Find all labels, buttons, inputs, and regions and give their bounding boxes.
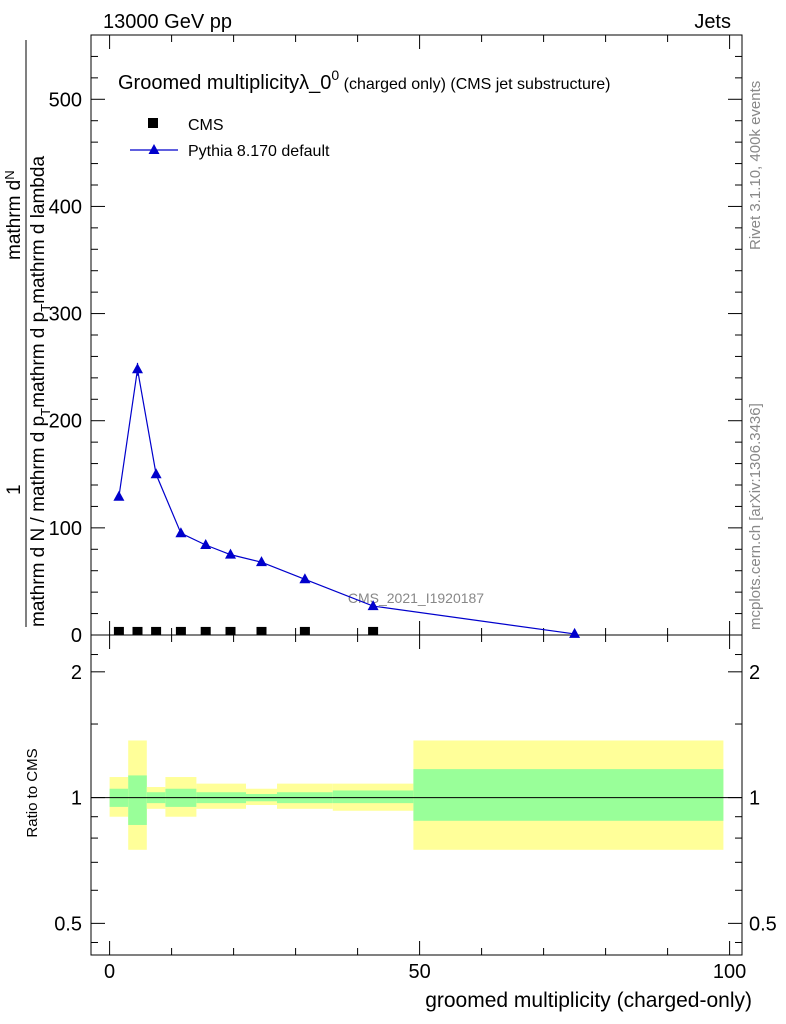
x-axis-label: groomed multiplicity (charged-only)	[425, 989, 752, 1012]
cms-point	[175, 626, 186, 635]
pythia-point	[569, 627, 581, 638]
ratio-tick-label-left: 1	[71, 788, 82, 810]
y-label-frac-top-2: N	[2, 170, 17, 179]
plot-title: Groomed multiplicityλ_00 (charged only) …	[118, 67, 610, 94]
y-tick-label: 500	[49, 89, 82, 111]
y-tick-label: 200	[49, 411, 82, 433]
y-tick-label: 400	[49, 196, 82, 218]
y-label-den-1: mathrm d N / mathrm d p	[28, 416, 49, 627]
legend-pythia-label: Pythia 8.170 default	[188, 143, 330, 160]
pythia-point	[367, 600, 379, 611]
cms-point	[299, 626, 310, 635]
ratio-tick-label-right: 0.5	[749, 913, 777, 935]
y-label-frac-top-1: mathrm d	[4, 180, 25, 260]
pythia-point	[132, 363, 143, 374]
x-tick-label: 50	[408, 961, 430, 983]
y-axis-label: 1 mathrm dN mathrm d N / mathrm d pTmath…	[2, 40, 53, 627]
legend-pythia-marker	[148, 144, 160, 154]
cms-point	[368, 626, 379, 635]
ratio-tick-label-right: 2	[749, 662, 760, 684]
y-tick-label: 300	[49, 304, 82, 326]
pythia-point	[299, 573, 311, 584]
y-tick-label: 0	[71, 625, 82, 647]
cms-point	[200, 626, 211, 635]
cms-point	[132, 626, 143, 635]
cms-point	[256, 626, 267, 635]
rivet-label: Rivet 3.1.10, 400k events	[747, 81, 764, 250]
plot-title-main: Groomed multiplicityλ_0	[118, 72, 331, 94]
plot-title-suffix: (charged only) (CMS jet substructure)	[339, 76, 610, 93]
ratio-band-inner	[413, 769, 724, 821]
pythia-point	[256, 556, 267, 567]
ratio-band-inner	[128, 775, 147, 825]
y-label-den-sub2: T	[38, 304, 53, 312]
ratio-axis-label: Ratio to CMS	[24, 748, 41, 837]
ratio-tick-label-right: 1	[749, 788, 760, 810]
y-label-den-3: mathrm d lambda	[28, 156, 49, 304]
y-label-den-2: mathrm d p	[28, 312, 49, 408]
x-tick-label: 0	[104, 961, 115, 983]
ratio-tick-label-left: 0.5	[54, 913, 82, 935]
analysis-watermark: CMS_2021_I1920187	[348, 590, 484, 606]
cms-point	[113, 626, 124, 635]
y-label-denominator: mathrm d N / mathrm d pTmathrm d pTmathr…	[28, 156, 53, 627]
pythia-point	[113, 490, 125, 501]
cms-point	[151, 626, 162, 635]
ratio-band-inner	[332, 790, 414, 804]
mcplots-label: mcplots.cern.ch [arXiv:1306.3436]	[747, 403, 764, 630]
axis-tick-labels: 0 100 200 300 400 500 0.5 0.5 1 1 2 2 0 50 100	[49, 89, 777, 983]
data-series	[113, 362, 581, 638]
y-tick-label: 100	[49, 518, 82, 540]
x-tick-label: 100	[713, 961, 746, 983]
pythia-point	[175, 527, 187, 538]
pythia-point	[150, 468, 162, 479]
plot-title-sup: 0	[331, 67, 339, 83]
pythia-line	[118, 369, 575, 635]
lower-frame	[90, 634, 743, 956]
legend-cms-label: CMS	[188, 117, 224, 134]
ratio-tick-label-left: 2	[71, 662, 82, 684]
legend-cms-marker	[148, 118, 158, 128]
header-left: 13000 GeV pp	[103, 11, 232, 33]
pythia-point	[225, 548, 236, 559]
cms-point	[225, 626, 236, 635]
pythia-point	[200, 539, 212, 549]
y-label-frac-top: mathrm dN	[2, 170, 25, 260]
header-right: Jets	[694, 11, 731, 33]
y-label-den-sub1: T	[38, 408, 53, 416]
ratio-bands	[109, 740, 724, 850]
y-label-numerator: 1	[4, 484, 25, 495]
